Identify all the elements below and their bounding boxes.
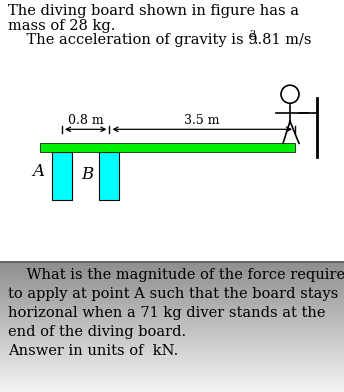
Bar: [99, 152, 119, 200]
Text: The diving board shown in figure has a: The diving board shown in figure has a: [8, 4, 299, 18]
Text: horizonal when a 71 kg diver stands at the: horizonal when a 71 kg diver stands at t…: [8, 306, 325, 320]
Text: end of the diving board.: end of the diving board.: [8, 325, 186, 339]
Text: Answer in units of  kN.: Answer in units of kN.: [8, 344, 178, 358]
Text: The acceleration of gravity is 9.81 m/s: The acceleration of gravity is 9.81 m/s: [8, 33, 312, 47]
Text: B: B: [81, 165, 94, 183]
Text: to apply at point A such that the board stays: to apply at point A such that the board …: [8, 287, 338, 301]
Text: What is the magnitude of the force required: What is the magnitude of the force requi…: [8, 268, 344, 282]
Text: 3.5 m: 3.5 m: [184, 114, 220, 127]
Text: A: A: [32, 163, 44, 180]
Bar: [40, 143, 295, 152]
Text: mass of 28 kg.: mass of 28 kg.: [8, 19, 115, 33]
Bar: [52, 152, 72, 200]
Text: .: .: [254, 33, 259, 47]
Text: 0.8 m: 0.8 m: [68, 114, 104, 127]
Text: 2: 2: [249, 30, 255, 39]
